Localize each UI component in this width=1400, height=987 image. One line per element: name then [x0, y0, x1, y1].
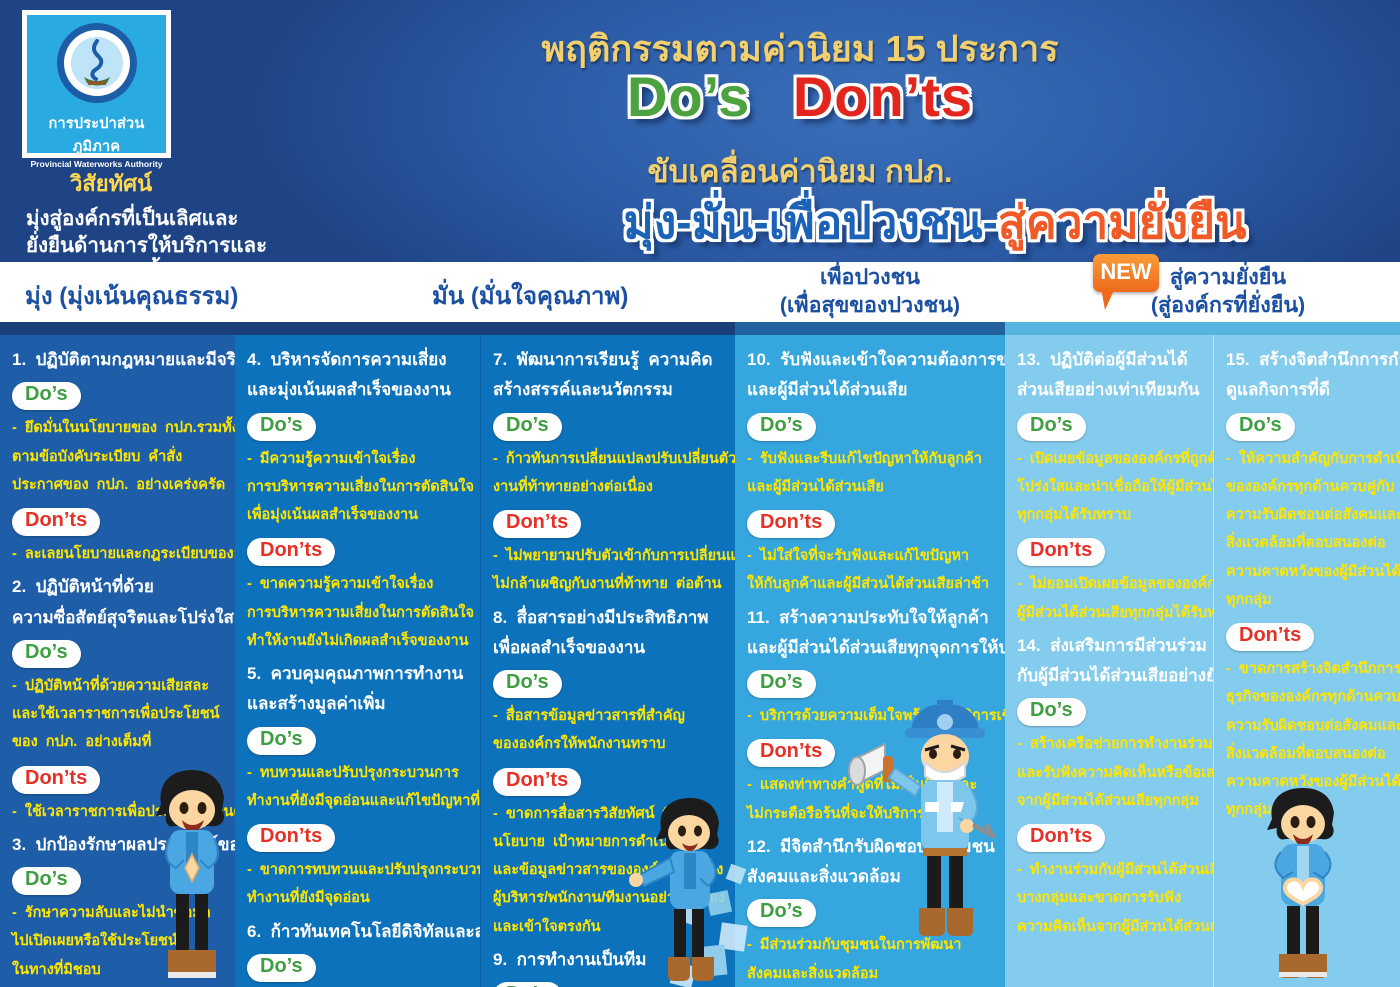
group-man: มั่น (มั่นใจคุณภาพ) — [432, 283, 629, 310]
item-15-donts-badge: Don’ts — [1226, 623, 1315, 652]
group-puangchon: เพื่อปวงชน (เพื่อสุขของปวงชน) — [735, 264, 1005, 320]
divider-strip-right — [1005, 322, 1400, 335]
poster-header: การประปาส่วนภูมิภาค Provincial Waterwork… — [0, 0, 1400, 284]
item-14-donts-text: - ทำงานร่วมกับผู้มีส่วนได้ส่วนเสีย บางกล… — [1017, 862, 1233, 935]
item-1-dos-badge: Do’s — [12, 382, 81, 411]
value-column-2: 4. บริหารจัดการความเสี่ยง และมุ่งเน้นผลส… — [235, 335, 554, 987]
item-10-dos-text: - รับฟังและรีบแก้ไขปัญหาให้กับลูกค้า และ… — [747, 450, 982, 495]
mascot-heart-hands-boy — [1267, 788, 1334, 978]
item-10-donts-text: - ไม่ใส่ใจที่จะรับฟังและแก้ไขปัญหา ให้กั… — [747, 548, 990, 593]
value-column-1: 1. ปฏิบัติตามกฎหมายและมีจริยธรรม Do’s - ยึ… — [0, 335, 297, 987]
logo-org-name-en: Provincial Waterworks Authority — [30, 159, 163, 169]
item-8-dos-badge: Do’s — [493, 670, 562, 699]
item-8-title: 8. สื่อสารอย่างมีประสิทธิภาพ เพื่อผลสำเร… — [493, 607, 709, 657]
value-column-3: 7. พัฒนาการเรียนรู้ ความคิด สร้างสรรค์แล… — [480, 335, 792, 987]
item-8-dos-text: - สื่อสารข้อมูลข่าวสารที่สำคัญ ขององค์กร… — [493, 708, 685, 753]
slogan-blue-part: มุ่ง-มั่น-เพื่อปวงชน- — [623, 196, 998, 248]
item-5-dos-badge: Do’s — [247, 726, 316, 755]
item-3-dos-badge: Do’s — [12, 867, 81, 896]
item-4-dos-badge: Do’s — [247, 412, 316, 441]
logo-org-name: การประปาส่วนภูมิภาค — [48, 116, 145, 155]
group-puangchon-line2: (เพื่อสุขของปวงชน) — [779, 292, 961, 317]
item-2-dos-badge: Do’s — [12, 639, 81, 668]
item-13-donts-badge: Don’ts — [1017, 538, 1106, 567]
item-9-title: 9. การทำงานเป็นทีม — [493, 949, 647, 969]
item-6-title: 6. ก้าวทันเทคโนโลยีดิจิทัลและสารสนเทศ — [247, 921, 554, 941]
item-2-dos-text: - ปฏิบัติหน้าที่ด้วยความเสียสละ และใช้เว… — [12, 677, 220, 751]
item-13-title: 13. ปฏิบัติต่อผู้มีส่วนได้ ส่วนเสียอย่าง… — [1017, 350, 1200, 400]
group-mung: มุ่ง (มุ่งเน้นคุณธรรม) — [25, 283, 239, 310]
item-14-donts-badge: Don’ts — [1017, 824, 1106, 853]
item-1-title: 1. ปฏิบัติตามกฎหมายและมีจริยธรรม — [12, 350, 286, 369]
dos-word: Do’s — [626, 65, 751, 128]
item-2-donts-badge: Don’ts — [12, 765, 101, 794]
item-1-donts-badge: Don’ts — [12, 508, 101, 537]
item-11-donts-badge: Don’ts — [747, 739, 836, 768]
mascot-engineer-megaphone — [848, 700, 996, 936]
item-5-donts-badge: Don’ts — [247, 824, 336, 853]
item-12-dos-text: - มีส่วนร่วมกับชุมชนในการพัฒนา สังคมและส… — [747, 937, 962, 982]
item-4-dos-text: - มีความรู้ความเข้าใจเรื่อง การบริหารควา… — [247, 450, 474, 524]
group-yangyuen-line2: (สู่องค์กรที่ยั่งยืน) — [1150, 292, 1306, 317]
item-3-dos-text: - รักษาความลับและไม่นำข้อมูล ไปเปิดเผยหร… — [12, 905, 211, 978]
mascot-pointing-boy — [629, 798, 748, 987]
item-13-donts-text: - ไม่ยอมเปิดเผยข้อมูลขององค์กรให้ ผู้มีส… — [1017, 576, 1242, 621]
item-4-donts-badge: Don’ts — [247, 538, 336, 567]
item-15-dos-badge: Do’s — [1226, 412, 1295, 441]
item-1-donts-text: - ละเลยนโยบายและกฎระเบียบขององค์กร — [12, 546, 276, 563]
item-8-donts-badge: Don’ts — [493, 767, 582, 796]
item-15-donts-text: - ขาดการสร้างจิตสำนึกการดำเนิน ธุรกิจของ… — [1226, 661, 1400, 819]
dos-donts-heading: Do’s Don’ts — [420, 64, 1180, 129]
item-5-donts-text: - ขาดการทบทวนและปรับปรุงกระบวนการ ทำงานท… — [247, 862, 512, 907]
item-7-donts-badge: Don’ts — [493, 510, 582, 539]
values-slogan: มุ่ง-มั่น-เพื่อปวงชน-สู่ความยั่งยืน — [470, 186, 1400, 259]
item-6-dos-badge: Do’s — [247, 953, 316, 982]
donts-word: Don’ts — [792, 65, 974, 128]
item-13-dos-text: - เปิดเผยข้อมูลขององค์กรที่ถูกต้อง โปร่ง… — [1017, 450, 1278, 524]
poster-title: พฤติกรรมตามค่านิยม 15 ประการ — [541, 28, 1059, 69]
new-badge: NEW — [1093, 254, 1159, 310]
item-11-dos-badge: Do’s — [747, 670, 816, 699]
item-10-dos-badge: Do’s — [747, 412, 816, 441]
vision-label: วิสัยทัศน์ — [70, 171, 153, 196]
item-12-dos-badge: Do’s — [747, 899, 816, 928]
poster-subtitle: ขับเคลื่อนค่านิยม กปภ. — [647, 154, 953, 189]
item-11-title: 11. สร้างความประทับใจให้ลูกค้า และผู้มีส… — [747, 607, 1048, 657]
value-column-5: 13. ปฏิบัติต่อผู้มีส่วนได้ ส่วนเสียอย่าง… — [1005, 335, 1278, 987]
item-4-donts-text: - ขาดความรู้ความเข้าใจเรื่อง การบริหารคว… — [247, 576, 474, 649]
item-5-dos-text: - ทบทวนและปรับปรุงกระบวนการ ทำงานที่ยังม… — [247, 764, 523, 809]
group-yangyuen-line1: สู่ความยั่งยืน — [1169, 265, 1287, 289]
item-2-title: 2. ปฏิบัติหน้าที่ด้วย ความซื่อสัตย์สุจริ… — [12, 577, 234, 627]
group-puangchon-line1: เพื่อปวงชน — [820, 265, 920, 289]
item-14-dos-text: - สร้างเครือข่ายการทำงานร่วมกัน และรับฟั… — [1017, 736, 1261, 809]
item-1-dos-text: - ยึดมั่นในนโยบายของ กปภ.รวมทั้งปฏิบัติ … — [12, 420, 277, 493]
item-7-dos-text: - ก้าวทันการเปลี่ยนแปลงปรับเปลี่ยนตัวเอง… — [493, 450, 792, 495]
item-10-donts-badge: Don’ts — [747, 510, 836, 539]
item-7-donts-text: - ไม่พยายามปรับตัวเข้ากับการเปลี่ยนแปลง … — [493, 548, 761, 593]
divider-strip-mid — [735, 322, 1005, 335]
value-column-6: 15. สร้างจิตสำนึกการกำกับ ดูแลกิจการที่ด… — [1213, 335, 1400, 987]
item-7-dos-badge: Do’s — [493, 412, 562, 441]
mascot-wai-boy — [156, 770, 225, 978]
item-14-dos-badge: Do’s — [1017, 698, 1086, 727]
item-4-title: 4. บริหารจัดการความเสี่ยง และมุ่งเน้นผลส… — [247, 350, 451, 400]
item-15-dos-text: - ให้ความสำคัญกับการดำเนินธุรกิจ ขององค์… — [1226, 450, 1400, 608]
columns: 1. ปฏิบัติตามกฎหมายและมีจริยธรรม Do’s - ยึ… — [0, 335, 1400, 987]
item-5-title: 5. ควบคุมคุณภาพการทำงาน และสร้างมูลค่าเพ… — [247, 664, 464, 714]
item-10-title: 10. รับฟังและเข้าใจความต้องการของลูกค้า … — [747, 350, 1069, 400]
item-14-title: 14. ส่งเสริมการมีส่วนร่วม กับผู้มีส่วนได… — [1017, 635, 1246, 686]
item-9-dos-badge: Do’s — [493, 982, 562, 987]
divider-strip-left — [0, 322, 735, 335]
item-15-title: 15. สร้างจิตสำนึกการกำกับ ดูแลกิจการที่ด… — [1226, 350, 1400, 400]
group-yangyuen: สู่ความยั่งยืน (สู่องค์กรที่ยั่งยืน) — [1128, 264, 1328, 320]
value-groups-band: มุ่ง (มุ่งเน้นคุณธรรม) มั่น (มั่นใจคุณภา… — [0, 254, 1400, 322]
pwa-emblem-icon — [56, 23, 137, 103]
item-7-title: 7. พัฒนาการเรียนรู้ ความคิด สร้างสรรค์แล… — [493, 350, 713, 400]
slogan-orange-part: สู่ความยั่งยืน — [997, 196, 1247, 248]
pwa-logo: การประปาส่วนภูมิภาค Provincial Waterwork… — [22, 10, 171, 169]
item-13-dos-badge: Do’s — [1017, 412, 1086, 441]
